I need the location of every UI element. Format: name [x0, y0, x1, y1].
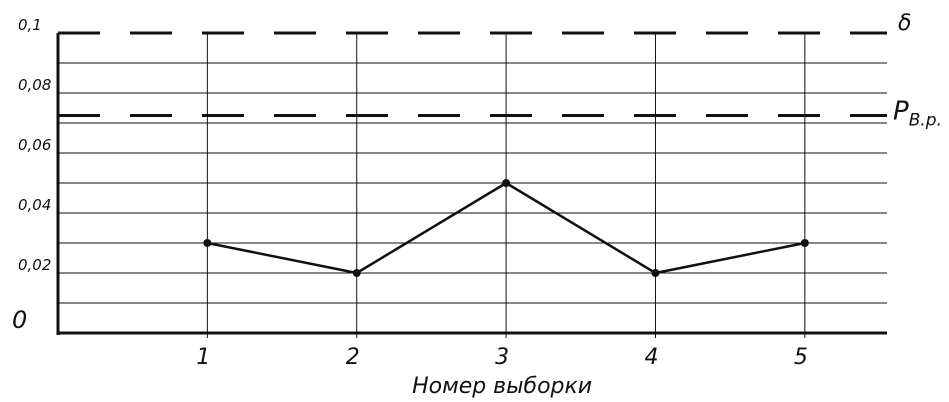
reference-line-label-pvr: PВ.р.: [893, 97, 942, 131]
y-tick-label: 0,02: [18, 256, 51, 274]
x-axis-label: Номер выборки: [412, 374, 592, 399]
y-tick-labels: 0,1 0,08 0,06 0,04 0,02: [18, 16, 51, 274]
reference-line-label-delta: δ: [898, 11, 911, 36]
series: [203, 179, 809, 277]
reference-lines: [58, 31, 887, 117]
axes: [56, 33, 887, 335]
data-point: [352, 269, 361, 277]
data-point: [203, 239, 212, 247]
x-tick-label: 2: [346, 345, 360, 370]
y-tick-label: 0,08: [18, 76, 51, 94]
data-point: [651, 269, 660, 277]
x-tick-label: 1: [196, 345, 210, 370]
y-tick-label: 0,1: [18, 16, 42, 34]
origin-label: 0: [12, 306, 27, 334]
x-tick-label: 5: [794, 345, 808, 370]
data-point: [800, 239, 809, 247]
data-point: [502, 179, 511, 187]
x-tick-label: 3: [495, 345, 509, 370]
y-tick-label: 0,04: [18, 196, 51, 214]
x-tick-labels: 1 2 3 4 5: [196, 345, 807, 370]
y-tick-label: 0,06: [18, 136, 51, 154]
x-tick-label: 4: [644, 345, 658, 370]
grid: [58, 33, 887, 338]
